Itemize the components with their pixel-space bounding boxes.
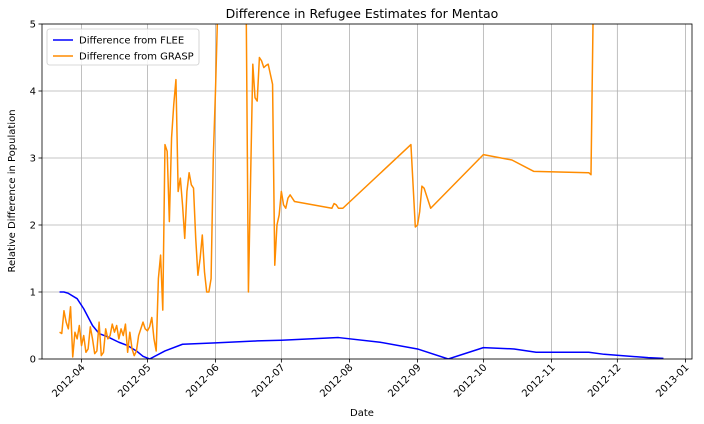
x-axis-label: Date: [350, 408, 374, 419]
y-tick-label: 2: [30, 221, 36, 232]
y-tick-label: 3: [30, 154, 36, 165]
y-axis-label: Relative Difference in Population: [7, 109, 18, 272]
legend-label: Difference from FLEE: [79, 36, 184, 47]
y-tick-label: 5: [30, 20, 36, 31]
series-layer: [59, 24, 664, 359]
plot-frame: [41, 23, 693, 360]
y-tick-label: 1: [30, 288, 36, 299]
y-tick-label: 4: [30, 87, 36, 98]
series-line-2: [59, 24, 594, 358]
legend-box: [46, 28, 200, 66]
legend: Difference from FLEE Difference from GRAS…: [46, 28, 200, 66]
legend-label: Difference from GRASP: [79, 52, 194, 63]
series-line-1: [59, 291, 664, 359]
y-tick-label: 0: [30, 355, 36, 366]
chart-title: Difference in Refugee Estimates for Ment…: [226, 6, 499, 21]
